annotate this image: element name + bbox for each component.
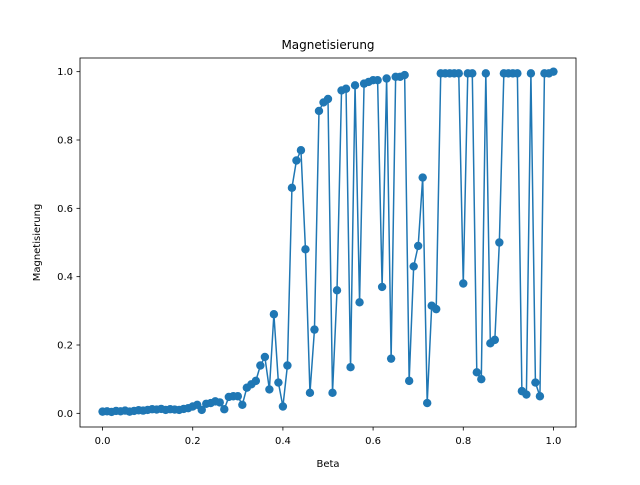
data-point	[256, 361, 265, 370]
data-point	[454, 69, 463, 78]
x-tick-label: 0.6	[365, 436, 381, 447]
data-point	[513, 69, 522, 78]
data-point	[472, 368, 481, 377]
x-axis-label: Beta	[316, 459, 339, 470]
data-point	[220, 405, 229, 414]
axes-frame	[79, 57, 577, 428]
data-point	[522, 390, 531, 399]
x-tick-label: 0.0	[95, 436, 111, 447]
data-point	[404, 376, 414, 386]
data-point	[423, 398, 432, 408]
data-point	[310, 325, 319, 334]
data-point	[305, 388, 315, 398]
data-point	[260, 352, 270, 362]
data-point	[296, 146, 306, 155]
data-point	[292, 156, 301, 165]
y-axis-label: Magnetisierung	[32, 204, 43, 282]
data-point	[350, 81, 360, 90]
data-point	[549, 67, 558, 76]
data-point	[197, 405, 206, 415]
data-point	[238, 400, 247, 409]
data-point	[274, 378, 283, 387]
series-line	[102, 70, 554, 413]
data-point	[328, 388, 337, 398]
data-point	[301, 245, 310, 254]
data-point	[409, 262, 418, 271]
data-point	[269, 310, 279, 319]
y-tick-label: 0.8	[57, 136, 73, 147]
y-tick-label: 1.0	[57, 67, 73, 78]
data-point	[323, 94, 333, 104]
data-point	[413, 241, 423, 251]
data-point	[490, 335, 500, 345]
data-point	[287, 183, 297, 193]
data-point	[283, 361, 292, 370]
x-tick-label: 0.8	[455, 436, 471, 447]
data-point	[278, 402, 288, 411]
data-markers	[98, 67, 558, 417]
data-point	[477, 374, 486, 384]
y-axis-ticks: 0.0 0.2 0.4 0.6 0.8 1.0	[57, 67, 80, 420]
data-point	[382, 74, 391, 83]
data-point	[459, 279, 468, 288]
data-point	[233, 392, 243, 401]
y-tick-label: 0.2	[57, 341, 73, 352]
x-tick-label: 1.0	[546, 436, 562, 447]
data-point	[314, 106, 324, 116]
data-point	[355, 298, 364, 307]
data-point	[531, 378, 540, 387]
data-point	[418, 173, 427, 182]
x-tick-label: 0.2	[185, 436, 201, 447]
data-point	[495, 238, 504, 247]
data-point	[400, 70, 409, 80]
data-point	[341, 84, 351, 93]
data-point	[373, 76, 382, 85]
x-axis-ticks: 0.0 0.2 0.4 0.6 0.8 1.0	[95, 427, 562, 447]
data-point	[526, 69, 536, 78]
data-point	[251, 376, 261, 386]
data-point	[377, 282, 387, 292]
data-point	[432, 304, 441, 314]
chart-title: Magnetisierung	[281, 38, 374, 52]
data-point	[265, 385, 274, 394]
data-point	[332, 286, 342, 295]
y-tick-label: 0.0	[57, 409, 73, 420]
data-point	[215, 398, 224, 407]
data-point	[481, 69, 491, 78]
data-point	[535, 392, 545, 401]
y-tick-label: 0.6	[57, 204, 73, 215]
y-tick-label: 0.4	[57, 272, 73, 283]
data-point	[346, 363, 355, 372]
data-point	[468, 69, 477, 78]
x-tick-label: 0.4	[275, 436, 291, 447]
data-point	[386, 354, 396, 363]
plot-area	[102, 70, 554, 413]
